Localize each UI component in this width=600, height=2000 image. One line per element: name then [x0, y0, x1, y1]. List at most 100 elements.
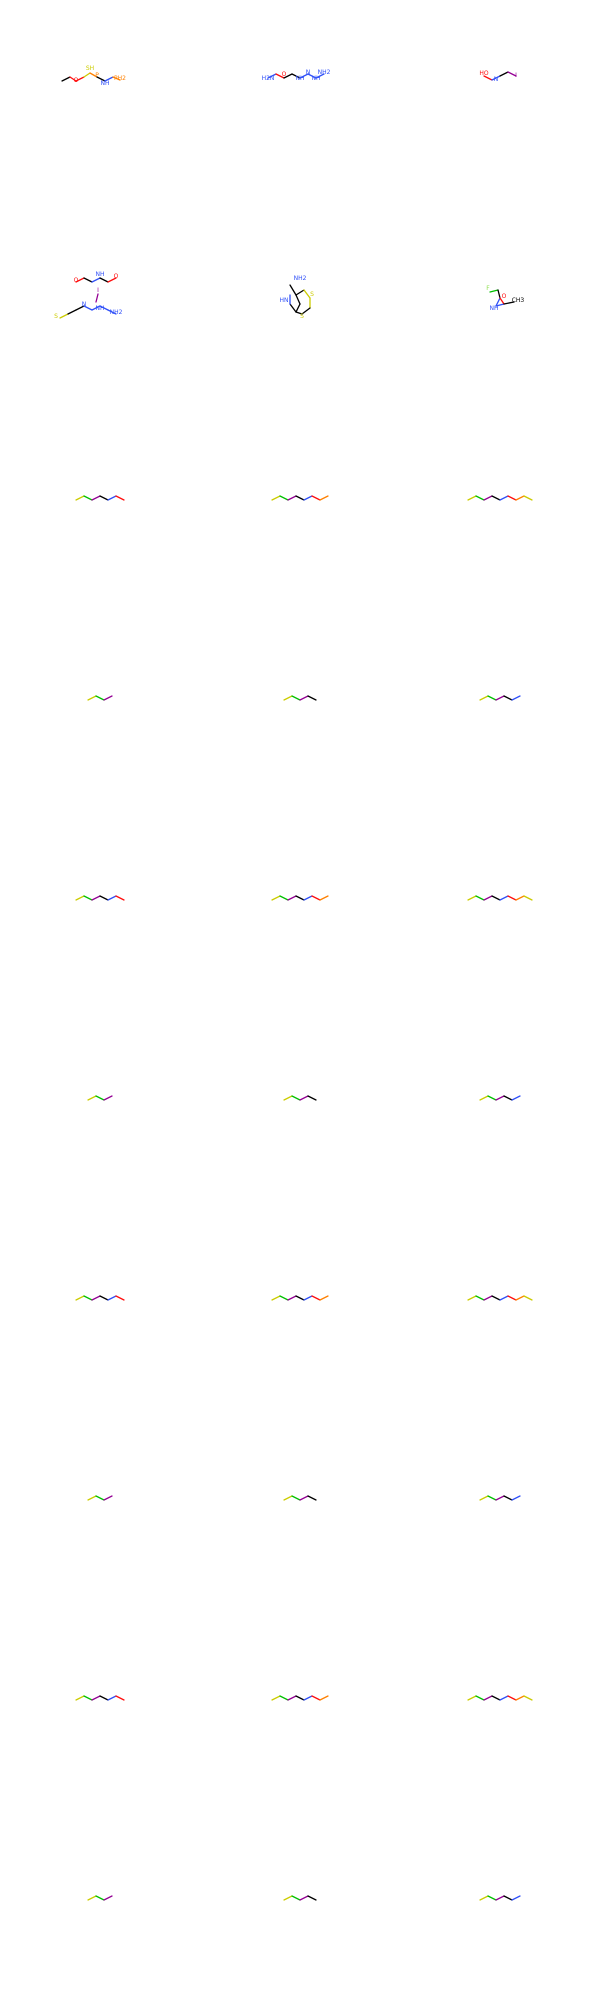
bond	[99, 305, 109, 311]
bond	[75, 895, 85, 901]
bond	[487, 695, 497, 701]
molecule-drawing: SHP O NH PH2	[61, 65, 126, 87]
bond	[267, 73, 277, 79]
bond	[91, 277, 101, 283]
molecule-drawing	[467, 1695, 533, 1701]
bond	[467, 1695, 477, 1701]
bond	[311, 895, 321, 901]
bond	[283, 1495, 293, 1501]
molecule-cell	[0, 1600, 200, 1800]
bond	[75, 76, 85, 82]
bond	[115, 1295, 125, 1301]
bond	[483, 895, 493, 901]
bond	[495, 1895, 505, 1901]
bond	[95, 1095, 105, 1101]
bond	[283, 73, 293, 79]
bond	[271, 895, 281, 901]
molecule-cell: NH2 S HN S	[200, 200, 400, 400]
bond	[91, 1695, 101, 1701]
molecule-drawing	[271, 495, 329, 501]
bond	[107, 1295, 117, 1301]
bond	[279, 1695, 289, 1701]
bond	[319, 1695, 329, 1701]
bond	[283, 695, 293, 701]
atom-label: NH2	[318, 69, 331, 76]
bond	[271, 1295, 281, 1301]
bond	[511, 1495, 521, 1501]
bond	[291, 1895, 301, 1901]
bond	[515, 1295, 525, 1301]
bond	[507, 495, 517, 501]
molecule-drawing	[87, 1895, 113, 1901]
bond	[491, 895, 501, 901]
molecule-cell	[0, 400, 200, 600]
molecule-drawing: F NHO CH3	[486, 285, 524, 312]
atom-label: NH	[101, 80, 110, 87]
molecule-drawing	[479, 1095, 521, 1101]
bond	[307, 73, 317, 79]
atom-label: I	[515, 72, 517, 79]
molecule-cell	[200, 1000, 400, 1200]
molecule-cell	[0, 1000, 200, 1200]
bond	[271, 1695, 281, 1701]
bond	[523, 1295, 533, 1301]
atom-label: HO	[479, 70, 489, 77]
molecule-cell	[200, 600, 400, 800]
atom-label: O	[282, 71, 287, 78]
molecule-cell: HO N I	[400, 0, 600, 200]
atom-label: HN	[280, 297, 289, 304]
bond	[103, 1895, 113, 1901]
atom-label: S	[310, 291, 314, 298]
bond	[495, 695, 505, 701]
molecule-cell	[0, 1200, 200, 1400]
bond	[523, 1695, 533, 1701]
bond	[491, 75, 501, 81]
bond	[107, 309, 117, 315]
atom-label: SH	[86, 65, 94, 72]
atom-label: N	[494, 76, 499, 83]
bond	[295, 895, 305, 901]
atom-label: NH	[312, 75, 321, 82]
bond	[311, 1695, 321, 1701]
bond	[291, 695, 301, 701]
bond	[75, 1695, 85, 1701]
bond	[89, 72, 98, 78]
bond	[507, 1295, 517, 1301]
bond	[487, 1095, 497, 1101]
molecule-drawing	[283, 1095, 317, 1101]
bond	[87, 1495, 97, 1501]
molecule-cell	[0, 600, 200, 800]
bond	[483, 1295, 493, 1301]
bond	[95, 695, 105, 701]
bond	[507, 1695, 517, 1701]
atom-label: N	[306, 69, 311, 76]
bond	[307, 1495, 317, 1501]
bond	[112, 76, 121, 81]
bond	[83, 1695, 93, 1701]
bond	[59, 313, 69, 319]
atom-label: S	[300, 313, 304, 320]
bond	[483, 495, 493, 501]
bond	[503, 301, 515, 305]
molecule-drawing	[87, 1495, 113, 1501]
bond	[511, 695, 521, 701]
bond	[99, 895, 109, 901]
molecule-cell	[0, 1400, 200, 1600]
bond	[495, 1495, 505, 1501]
bond	[511, 1095, 521, 1101]
atom-label: NH	[96, 271, 105, 278]
molecule-cell	[400, 1000, 600, 1200]
bond	[467, 895, 477, 901]
molecule-drawing: O NH O S N I NH NH2	[54, 271, 122, 320]
bond	[483, 75, 493, 81]
bond	[319, 495, 329, 501]
bond	[319, 1295, 329, 1301]
bond	[295, 294, 301, 305]
bond	[483, 1695, 493, 1701]
bond	[495, 1095, 505, 1101]
molecule-cell: H2N O NH N NH NH2	[200, 0, 400, 200]
atom-label: F	[486, 285, 490, 292]
molecule-cell	[200, 800, 400, 1000]
molecule-cell	[400, 600, 600, 800]
